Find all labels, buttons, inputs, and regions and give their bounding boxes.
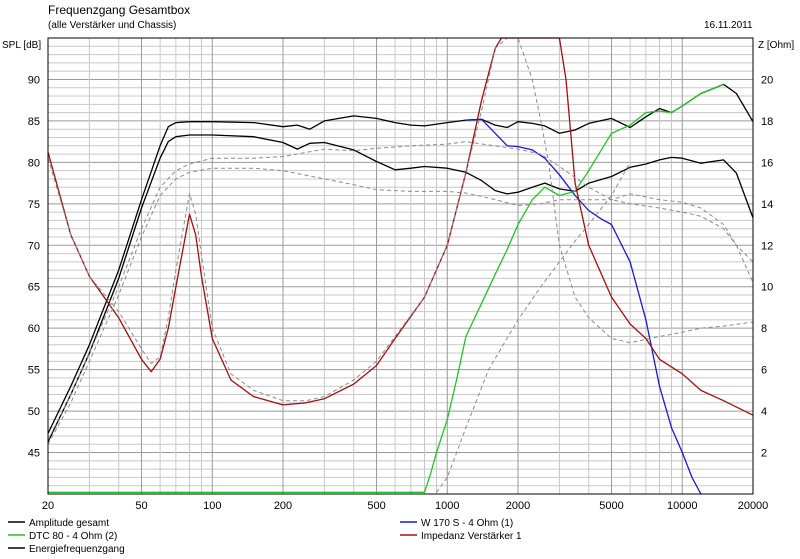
x-tick-label: 5000	[599, 500, 623, 512]
y-left-tick-label: 45	[28, 448, 40, 460]
series-line-reference-7	[436, 162, 631, 493]
tick-labels: 20 50 100 200 500 1000 2000 5000 10000 20000 45 50 5…	[28, 74, 774, 512]
y-left-tick-label: 75	[28, 199, 40, 211]
series-line-reference-6	[47, 167, 754, 445]
x-tick-label: 10000	[667, 500, 698, 512]
y-right-tick-label: 12	[761, 240, 773, 252]
y-right-tick-label: 8	[761, 323, 767, 335]
chart-date: 16.11.2011	[704, 20, 753, 31]
series-line-reference-5	[47, 141, 754, 441]
series-line-dtc-80-4-ohm-2	[48, 83, 724, 493]
y-right-tick-label: 6	[761, 365, 767, 377]
y-left-tick-label: 60	[28, 323, 40, 335]
y-left-tick-label: 65	[28, 282, 40, 294]
x-tick-label: 20000	[738, 500, 769, 512]
legend-label: Energiefrequenzgang	[29, 544, 125, 555]
y-right-tick-label: 10	[761, 282, 773, 294]
legend: Amplitude gesamt DTC 80 - 4 Ohm (2) Energi…	[8, 518, 522, 555]
x-tick-label: 200	[274, 500, 292, 512]
y-axis-left-title: SPL [dB]	[2, 40, 41, 51]
chart-title: Frequenzgang Gesamtbox	[48, 3, 190, 17]
legend-label: W 170 S - 4 Ohm (1)	[421, 518, 513, 529]
legend-label: DTC 80 - 4 Ohm (2)	[29, 531, 117, 542]
series-group	[47, 37, 754, 495]
plot-area-frame	[47, 37, 754, 495]
y-right-tick-label: 20	[761, 74, 773, 86]
x-tick-label: 1000	[435, 500, 459, 512]
y-left-tick-label: 80	[28, 157, 40, 169]
y-left-tick-label: 90	[28, 74, 40, 86]
x-tick-label: 2000	[506, 500, 530, 512]
legend-label: Amplitude gesamt	[29, 518, 109, 529]
y-right-tick-label: 14	[761, 199, 773, 211]
y-axis-right-title: Z [Ohm]	[758, 40, 794, 51]
y-left-tick-label: 50	[28, 406, 40, 418]
x-tick-label: 500	[367, 500, 385, 512]
x-tick-label: 100	[203, 500, 221, 512]
y-left-tick-label: 55	[28, 365, 40, 377]
y-left-tick-label: 70	[28, 240, 40, 252]
series-line-reference-8	[47, 37, 754, 402]
grid	[48, 38, 753, 494]
series-line-w-170-s-4-ohm-1	[465, 118, 702, 495]
y-right-tick-label: 16	[761, 157, 773, 169]
series-line-energiefrequenzgang	[47, 134, 754, 443]
series-line-amplitude-gesamt	[47, 83, 754, 434]
x-tick-label: 20	[42, 500, 54, 512]
chart-subtitle: (alle Verstärker und Chassis)	[48, 20, 176, 31]
y-right-tick-label: 18	[761, 116, 773, 128]
series-line-impedanz-verst-rker-1	[47, 37, 754, 416]
y-right-tick-label: 4	[761, 406, 767, 418]
x-tick-label: 50	[135, 500, 147, 512]
y-right-tick-label: 2	[761, 448, 767, 460]
y-left-tick-label: 85	[28, 116, 40, 128]
legend-label: Impedanz Verstärker 1	[421, 531, 522, 542]
